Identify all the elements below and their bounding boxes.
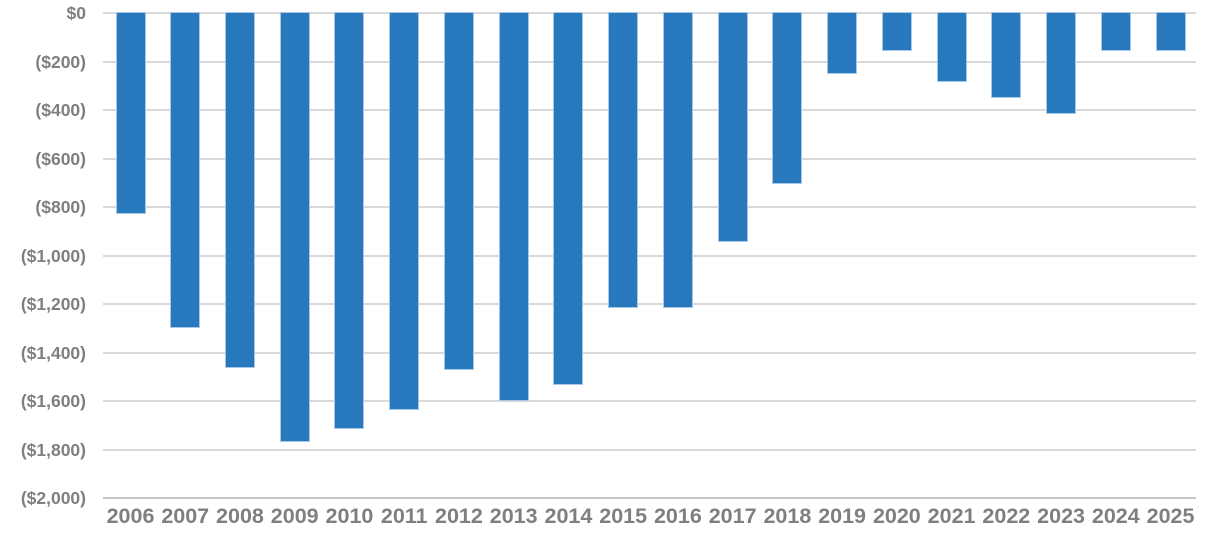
y-axis-tick-label: ($1,000) [20,245,86,266]
y-axis-tick-label: ($200) [35,51,86,72]
gridline [103,351,1196,354]
gridline [103,109,1196,111]
bar-2015 [608,12,639,308]
x-axis-label: 2018 [763,504,812,528]
x-axis-label: 2024 [1091,504,1140,528]
x-axis-label: 2011 [380,504,428,528]
x-axis-label: 2007 [161,504,210,528]
x-axis-label: 2006 [106,504,155,528]
y-axis-tick-label: ($600) [35,148,86,169]
bar-2019 [827,12,858,74]
bar-2017 [717,12,748,243]
gridline [103,12,1196,14]
x-axis-label: 2010 [325,504,374,528]
x-axis-label: 2023 [1037,504,1085,528]
y-axis-tick-label: ($800) [35,197,86,217]
gridline [103,206,1196,208]
y-axis-tick-label: ($1,800) [20,439,86,460]
x-axis-label: 2021 [927,504,976,528]
bar-2023 [1046,12,1077,114]
y-axis-tick-label: $0 [66,3,86,23]
bar-2011 [389,12,420,410]
bar-2018 [772,12,803,185]
bar-2025 [1155,12,1186,51]
x-axis-label: 2013 [489,504,538,528]
x-axis-label: 2015 [599,504,648,528]
bar-2008 [224,12,255,369]
gridline [103,400,1196,402]
x-axis-label: 2009 [270,504,319,528]
bar-2010 [334,12,365,430]
x-axis-label: 2020 [872,504,921,528]
x-axis-label: 2012 [435,504,483,528]
gridline [103,60,1196,63]
y-axis-tick-label: ($1,200) [20,294,86,314]
gridline [103,448,1196,451]
bar-2024 [1100,12,1131,51]
y-axis-tick-label: ($1,400) [20,342,86,363]
bar-2007 [170,12,201,329]
bar-2013 [498,12,529,402]
bar-2006 [115,12,146,215]
gridline [103,497,1196,499]
y-axis-tick-label: ($400) [35,100,86,120]
x-axis-label: 2014 [544,504,593,528]
x-axis-label: 2017 [708,504,757,528]
x-axis-label: 2008 [216,504,264,528]
bar-2012 [443,12,474,370]
x-axis-label: 2019 [818,504,867,528]
bar-2021 [936,12,967,83]
bar-2009 [279,12,310,443]
bar-2014 [553,12,584,386]
x-axis-label: 2016 [653,504,702,528]
y-axis-tick-label: ($2,000) [20,488,86,508]
gridline [103,254,1196,257]
x-axis-label: 2022 [982,504,1031,528]
gridline [103,303,1196,305]
bar-2022 [991,12,1022,99]
gridline [103,157,1196,160]
bar-2016 [662,12,693,308]
x-axis-label: 2025 [1146,504,1195,528]
y-axis-tick-label: ($1,600) [20,391,86,411]
bar-2020 [881,12,912,51]
